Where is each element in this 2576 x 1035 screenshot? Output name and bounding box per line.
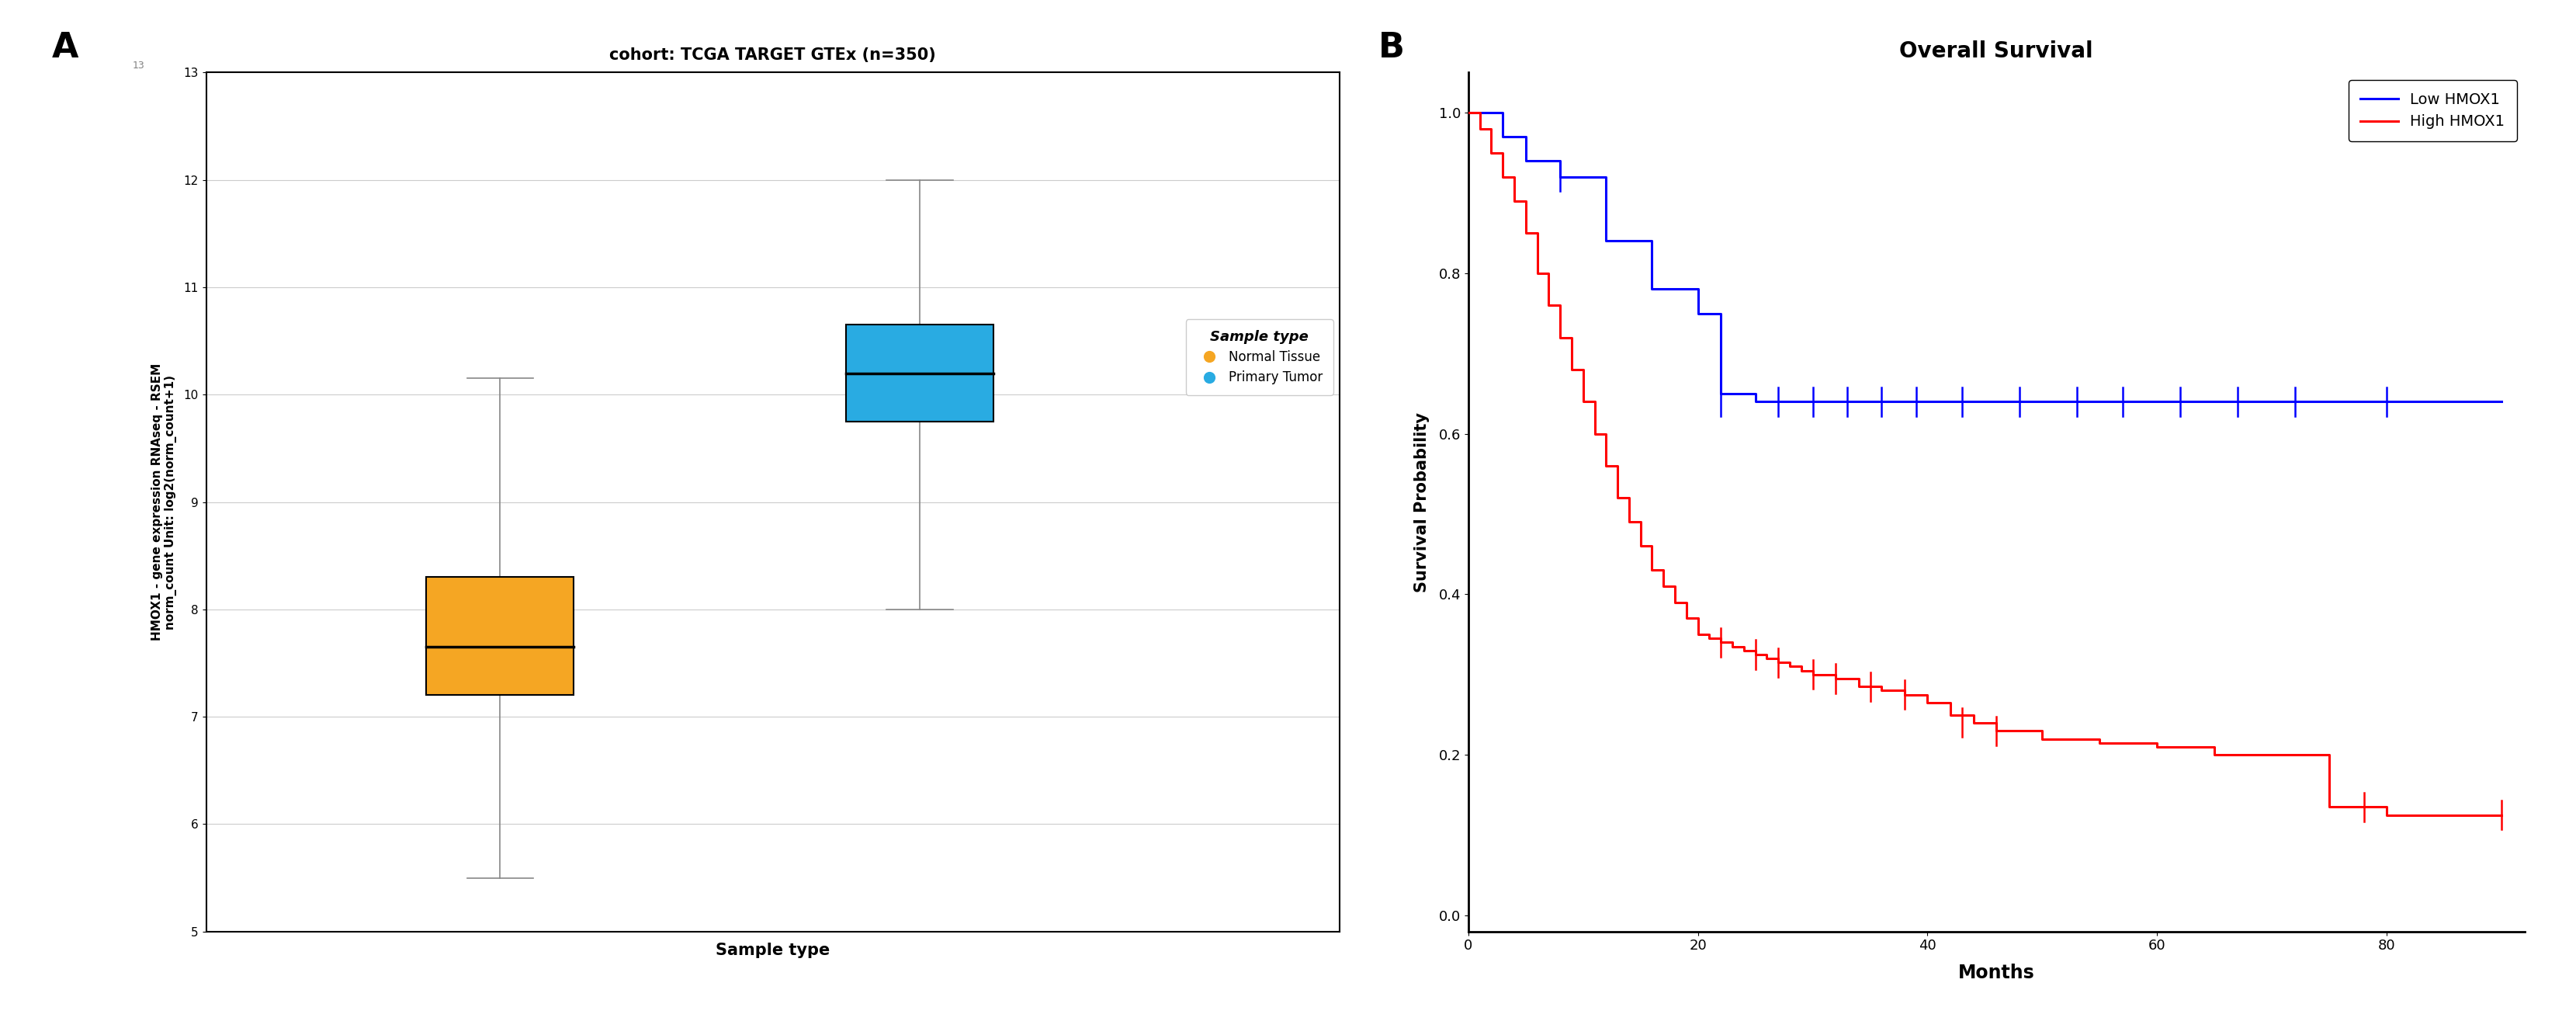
- High HMOX1: [2372, 809, 2403, 822]
- Low HMOX1: [1798, 395, 1829, 408]
- Low HMOX1: [1682, 283, 1713, 295]
- X-axis label: Months: Months: [1958, 964, 2035, 982]
- X-axis label: Sample type: Sample type: [716, 942, 829, 957]
- High HMOX1: [1556, 331, 1587, 344]
- High HMOX1: [2486, 809, 2517, 822]
- Line: Low HMOX1: Low HMOX1: [1468, 113, 2501, 402]
- Low HMOX1: [1510, 130, 1540, 143]
- Low HMOX1: [1546, 154, 1577, 167]
- Low HMOX1: [1682, 307, 1713, 320]
- Low HMOX1: [1546, 171, 1577, 183]
- Low HMOX1: [1636, 283, 1667, 295]
- Low HMOX1: [1636, 235, 1667, 247]
- Text: 13: 13: [131, 61, 144, 70]
- Low HMOX1: [1589, 235, 1620, 247]
- Low HMOX1: [2486, 395, 2517, 408]
- High HMOX1: [1865, 684, 1896, 697]
- Text: B: B: [1378, 31, 1404, 64]
- Text: A: A: [52, 31, 77, 64]
- Low HMOX1: [1855, 395, 1886, 408]
- Low HMOX1: [1705, 307, 1736, 320]
- Legend: Low HMOX1, High HMOX1: Low HMOX1, High HMOX1: [2349, 80, 2517, 141]
- Low HMOX1: [1798, 395, 1829, 408]
- High HMOX1: [1911, 688, 1942, 701]
- High HMOX1: [1453, 107, 1484, 119]
- Title: Overall Survival: Overall Survival: [1899, 40, 2094, 62]
- Low HMOX1: [1739, 387, 1770, 400]
- Low HMOX1: [1855, 395, 1886, 408]
- High HMOX1: [1476, 147, 1507, 159]
- Low HMOX1: [1589, 171, 1620, 183]
- Bar: [848, 325, 994, 421]
- Low HMOX1: [2486, 395, 2517, 408]
- Line: High HMOX1: High HMOX1: [1468, 113, 2501, 816]
- Low HMOX1: [1510, 154, 1540, 167]
- Legend: Normal Tissue, Primary Tumor: Normal Tissue, Primary Tumor: [1185, 320, 1332, 395]
- Low HMOX1: [1739, 395, 1770, 408]
- Title: cohort: TCGA TARGET GTEx (n=350): cohort: TCGA TARGET GTEx (n=350): [611, 47, 935, 62]
- Low HMOX1: [1453, 107, 1484, 119]
- High HMOX1: [1844, 680, 1875, 692]
- High HMOX1: [1911, 697, 1942, 709]
- Y-axis label: HMOX1 - gene expression RNAseq - RSEM
norm_count Unit: log2(norm_count+1): HMOX1 - gene expression RNAseq - RSEM no…: [152, 363, 178, 641]
- Low HMOX1: [1705, 387, 1736, 400]
- Low HMOX1: [1486, 107, 1517, 119]
- Low HMOX1: [1486, 130, 1517, 143]
- Bar: [428, 578, 574, 696]
- Y-axis label: Survival Probability: Survival Probability: [1414, 412, 1430, 592]
